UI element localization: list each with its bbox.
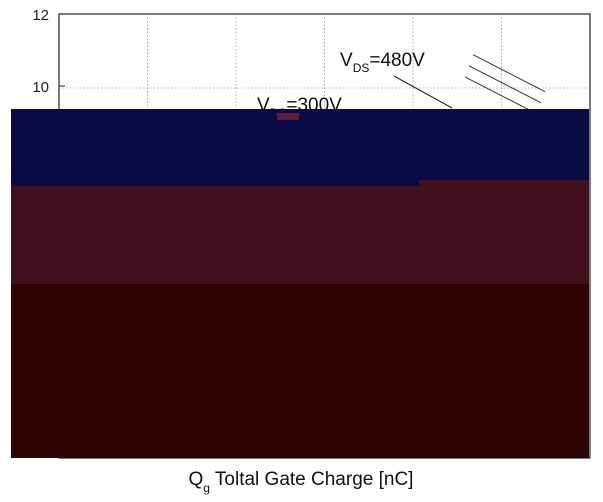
x-axis-title-q: Q: [189, 469, 204, 490]
corrupted-band-navy-right: [419, 109, 589, 180]
x-axis-title: Qg Toltal Gate Charge [nC]: [189, 469, 414, 495]
y-tick-label-10: 10: [32, 79, 49, 96]
annotation-480-sub: DS: [353, 61, 370, 75]
x-axis-title-sub: g: [203, 481, 210, 495]
chart-series-lines: [464, 54, 546, 115]
corrupted-band-maroon: [11, 186, 589, 294]
corrupted-artifact: [277, 113, 299, 120]
annotation-480-v: V: [340, 50, 353, 71]
corrupted-band-darkred: [11, 284, 589, 458]
annotation-480-leader: [393, 75, 453, 109]
y-axis-tick-10: 10: [32, 79, 65, 96]
series-line-3: [464, 76, 538, 115]
corrupted-band-maroon-upper: [419, 180, 589, 186]
y-axis-tick-12: 12: [32, 7, 65, 24]
series-line-2: [468, 65, 542, 104]
y-tick-label-12: 12: [32, 7, 49, 24]
annotation-480-value: =480V: [369, 50, 425, 71]
svg-text:VDS=480V: VDS=480V: [340, 50, 425, 75]
x-axis-title-rest: Toltal Gate Charge [nC]: [210, 469, 413, 490]
series-line-1: [472, 54, 546, 93]
annotation-vds-480: VDS=480V: [340, 50, 453, 109]
